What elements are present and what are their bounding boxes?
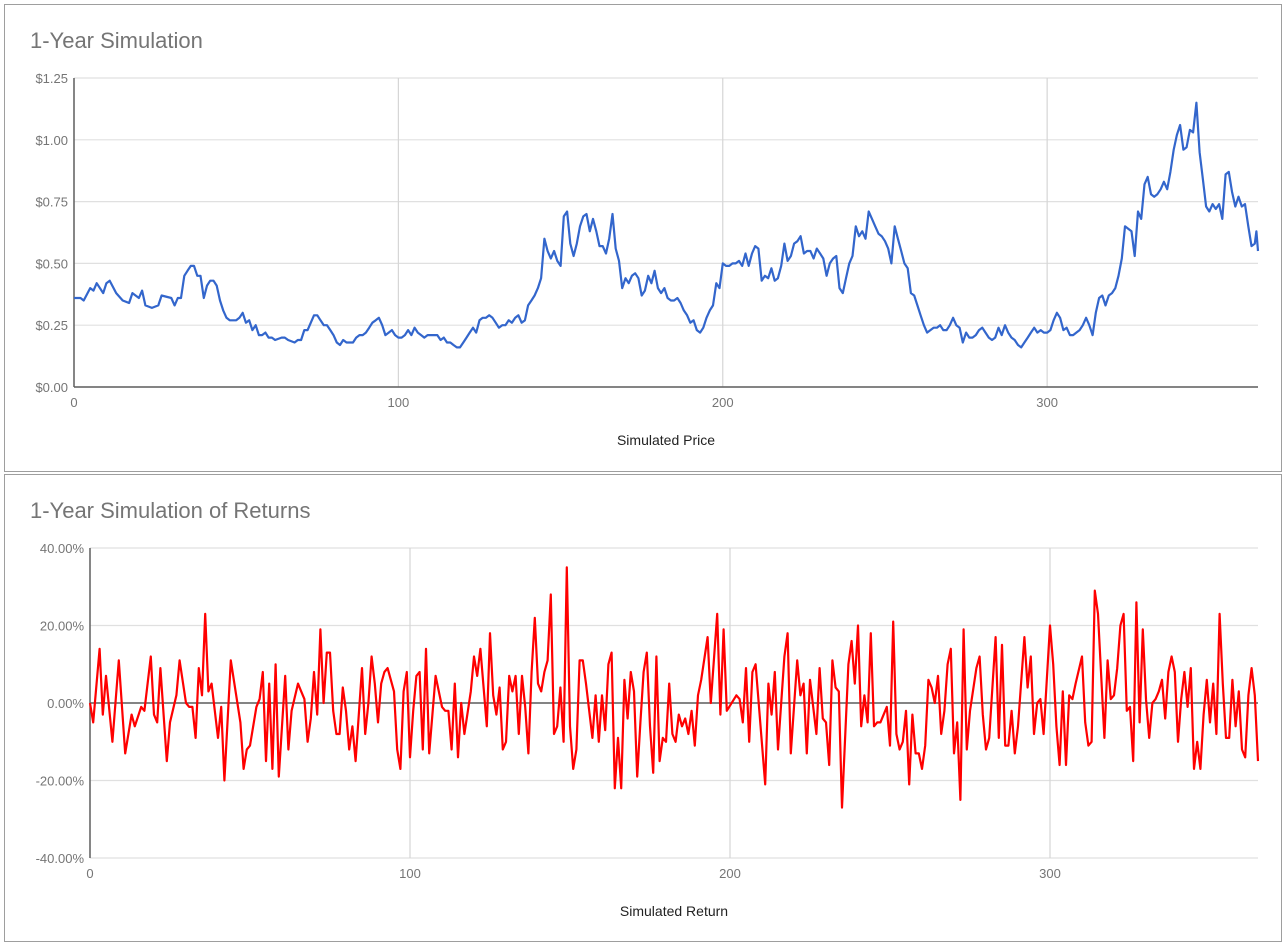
y-tick-label: 0.00% [47,696,84,711]
x-tick-label: 100 [399,866,421,881]
y-tick-label: $0.50 [35,256,68,271]
x-tick-label: 100 [388,395,410,410]
y-tick-label: $0.00 [35,380,68,395]
y-tick-label: $1.25 [35,71,68,86]
x-tick-label: 200 [712,395,734,410]
x-tick-label: 200 [719,866,741,881]
returns-chart-panel: 1-Year Simulation of Returns -40.00% -20.… [4,474,1282,942]
returns-chart: -40.00% -20.00% 0.00% 20.00% 40.00% 0 100 200 30… [36,541,1260,919]
series-line [88,566,1260,809]
price-chart-panel: 1-Year Simulation $0.00 $0.25 $0.50 $0.75 $1… [4,4,1282,472]
price-chart: $0.00 $0.25 $0.50 $0.75 $1.00 $1.25 0 100 200 300… [35,71,1260,448]
series-line [74,101,1260,349]
chart-title: 1-Year Simulation [30,28,203,53]
y-tick-label: 40.00% [40,541,85,556]
x-tick-label: 0 [70,395,77,410]
x-axis-label: Simulated Price [617,432,715,448]
x-tick-label: 300 [1036,395,1058,410]
y-tick-label: 20.00% [40,619,85,634]
y-tick-label: $1.00 [35,133,68,148]
y-tick-label: -20.00% [36,774,85,789]
x-tick-label: 300 [1039,866,1061,881]
y-tick-label: $0.25 [35,318,68,333]
x-tick-label: 0 [86,866,93,881]
x-axis-label: Simulated Return [620,903,728,919]
y-tick-label: $0.75 [35,195,68,210]
chart-title: 1-Year Simulation of Returns [30,498,311,523]
y-tick-label: -40.00% [36,851,85,866]
